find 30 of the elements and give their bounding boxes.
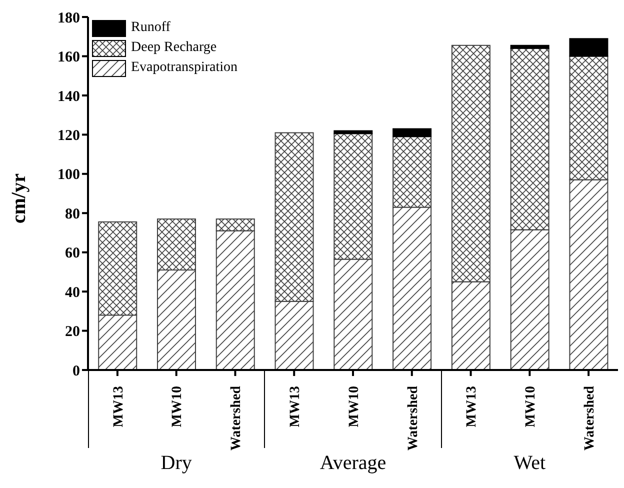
- x-tick-label: MW10: [524, 386, 539, 428]
- text: Average: [318, 452, 388, 475]
- bar: [569, 38, 608, 57]
- y-tick-label: 160: [58, 50, 80, 66]
- y-axis-title: cm/yr: [8, 173, 30, 224]
- x-tick-label: MW13: [111, 386, 126, 428]
- x-tick-label: MW10: [346, 386, 362, 428]
- y-tick-label: 140: [58, 88, 80, 105]
- y-tick-label: 100: [58, 167, 80, 184]
- x-tick-label: Watershed: [582, 386, 598, 451]
- bar: [334, 130, 373, 134]
- text: Dry: [160, 452, 193, 475]
- legend-label: Evapotranspiration: [131, 59, 238, 77]
- x-tick-label: MW13: [288, 386, 304, 428]
- y-tick-label: 60: [65, 246, 80, 262]
- x-tick-label: Watershed: [406, 386, 421, 451]
- y-tick-label: 80: [65, 206, 80, 222]
- x-tick-label: Watershed: [229, 386, 244, 451]
- y-tick-label: 40: [65, 284, 80, 301]
- y-tick-label: 20: [65, 324, 80, 340]
- bar: [392, 128, 432, 138]
- legend-label: Runoff: [131, 19, 170, 37]
- text: Wet: [512, 452, 547, 475]
- y-tick-label: 120: [58, 128, 80, 144]
- x-tick-label: MW10: [170, 386, 186, 428]
- bar: [510, 44, 550, 49]
- legend-label: Deep Recharge: [131, 39, 217, 57]
- x-tick-label: MW13: [464, 386, 480, 428]
- y-tick-label: 0: [72, 363, 80, 380]
- y-tick-label: 180: [58, 10, 80, 26]
